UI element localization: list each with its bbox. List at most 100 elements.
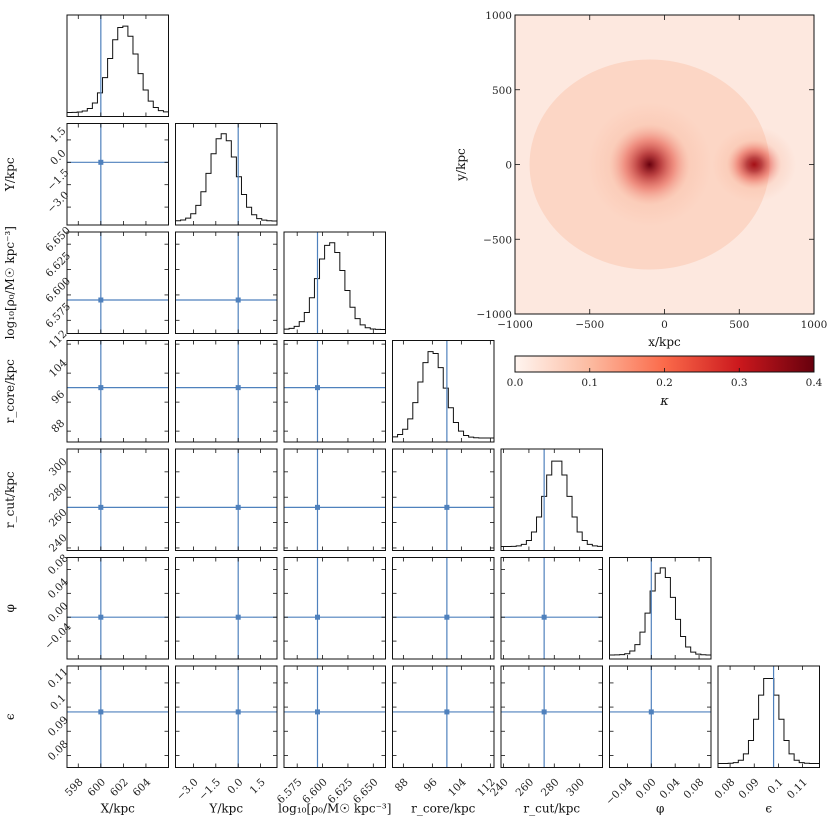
x-tick-label: 602 bbox=[108, 776, 131, 799]
contour-fill-95 bbox=[395, 685, 470, 749]
contour-95 bbox=[190, 690, 257, 744]
density-level-4 bbox=[116, 600, 131, 613]
density-level-4 bbox=[216, 488, 231, 501]
density-level-1 bbox=[538, 587, 577, 625]
density-level-0 bbox=[96, 260, 150, 313]
sample-edge bbox=[81, 363, 165, 442]
panel-frame bbox=[66, 231, 169, 334]
density-level-2 bbox=[315, 704, 347, 730]
contour-95 bbox=[90, 370, 158, 433]
density-level-0 bbox=[96, 695, 150, 739]
outer-samples bbox=[71, 674, 177, 759]
outer-samples bbox=[171, 560, 276, 653]
y-axis-title-log_rho0: log₁₀[ρ₀/M☉ kpc⁻³] bbox=[3, 226, 17, 339]
contour-68 bbox=[413, 700, 451, 733]
y-tick-label: −1.5 bbox=[45, 167, 72, 194]
map-x-tick-label: −500 bbox=[575, 319, 604, 331]
panel-frame bbox=[500, 557, 603, 660]
histogram-X bbox=[66, 25, 169, 117]
outer-samples bbox=[71, 125, 177, 230]
density-level-5 bbox=[219, 603, 227, 610]
colorbar-tick-label: 0.4 bbox=[806, 377, 823, 389]
density-level-4 bbox=[550, 711, 563, 723]
map-y-tick-label: −1000 bbox=[476, 309, 512, 321]
outer-samples bbox=[279, 674, 382, 759]
density-level-5 bbox=[119, 713, 127, 720]
density-level-4 bbox=[116, 280, 131, 295]
density-level-4 bbox=[216, 395, 231, 409]
truth-marker bbox=[648, 709, 654, 715]
contour-fill-95 bbox=[521, 685, 592, 749]
density-level-4 bbox=[550, 600, 563, 613]
contour-fill-95 bbox=[627, 685, 697, 749]
density-level-2 bbox=[107, 480, 139, 509]
truth-marker bbox=[444, 504, 450, 510]
panel-frame bbox=[609, 665, 712, 768]
contour-95 bbox=[527, 690, 587, 744]
corner-panel-r_cut-r_core bbox=[392, 448, 495, 551]
density-log_rho0-X bbox=[71, 235, 177, 338]
density-log_rho0-Y bbox=[171, 235, 276, 338]
outer-samples bbox=[266, 433, 396, 556]
outer-samples bbox=[71, 448, 177, 542]
histogram-r_core bbox=[392, 351, 495, 442]
y-tick-label: 6.625 bbox=[43, 250, 73, 280]
outer-samples bbox=[71, 560, 177, 653]
y-tick-label: 240 bbox=[47, 532, 70, 555]
density-level-5 bbox=[326, 490, 336, 499]
density-level-4 bbox=[425, 711, 439, 723]
y-tick-label: 0.0 bbox=[48, 147, 68, 167]
density-Y-X bbox=[71, 125, 177, 230]
density-level-5 bbox=[119, 398, 127, 406]
truth-marker bbox=[314, 709, 320, 715]
density-level-4 bbox=[116, 170, 131, 185]
contour-95 bbox=[90, 254, 158, 320]
contour-95 bbox=[90, 690, 158, 744]
panel-frame bbox=[66, 14, 169, 117]
density-r_core-X bbox=[71, 353, 177, 452]
density-level-1 bbox=[310, 699, 352, 734]
panel-frame bbox=[66, 448, 169, 551]
truth-marker bbox=[98, 297, 104, 303]
density-level-0 bbox=[301, 373, 361, 431]
contour-95 bbox=[632, 690, 692, 744]
truth-marker bbox=[235, 297, 241, 303]
x-tick-label: −1.5 bbox=[197, 776, 224, 803]
histogram-phi bbox=[609, 567, 712, 659]
y-tick-label: 6.575 bbox=[43, 301, 73, 331]
panel-frame bbox=[283, 340, 386, 443]
corner-panel-phi-log_rho0 bbox=[279, 557, 386, 660]
corner-panel-phi-phi bbox=[609, 557, 712, 660]
panel-frame bbox=[609, 557, 712, 660]
density-level-2 bbox=[417, 704, 447, 730]
x-axis-title-X: X/kpc bbox=[101, 802, 136, 816]
sample-ring bbox=[177, 358, 270, 446]
truth-marker bbox=[541, 709, 547, 715]
contour-95 bbox=[527, 577, 587, 637]
truth-marker bbox=[314, 504, 320, 510]
x-tick-label: 0.00 bbox=[634, 776, 659, 801]
contour-fill-95 bbox=[521, 571, 592, 641]
contour-68 bbox=[203, 700, 243, 733]
x-axis-title-Y: Y/kpc bbox=[208, 802, 243, 816]
contour-fill-95 bbox=[395, 571, 470, 641]
panel-frame bbox=[283, 557, 386, 660]
density-level-1 bbox=[538, 699, 577, 734]
truth-marker bbox=[314, 385, 320, 391]
map-peak-0 bbox=[587, 102, 712, 227]
density-level-5 bbox=[327, 713, 335, 720]
density-level-4 bbox=[116, 395, 131, 409]
density-r_cut-X bbox=[71, 448, 177, 542]
sample-edge bbox=[279, 446, 382, 544]
y-tick-label: −3.0 bbox=[45, 189, 72, 216]
x-tick-label: 0.0 bbox=[225, 776, 245, 796]
outer-samples bbox=[279, 560, 382, 653]
density-level-0 bbox=[407, 695, 458, 739]
x-tick-label: 0.04 bbox=[657, 776, 682, 801]
contour-68 bbox=[103, 383, 144, 421]
map-peak-1 bbox=[712, 126, 797, 203]
density-level-2 bbox=[107, 271, 139, 303]
contour-68 bbox=[308, 380, 353, 424]
truth-marker bbox=[235, 709, 241, 715]
density-epsilon-log_rho0 bbox=[279, 674, 382, 759]
